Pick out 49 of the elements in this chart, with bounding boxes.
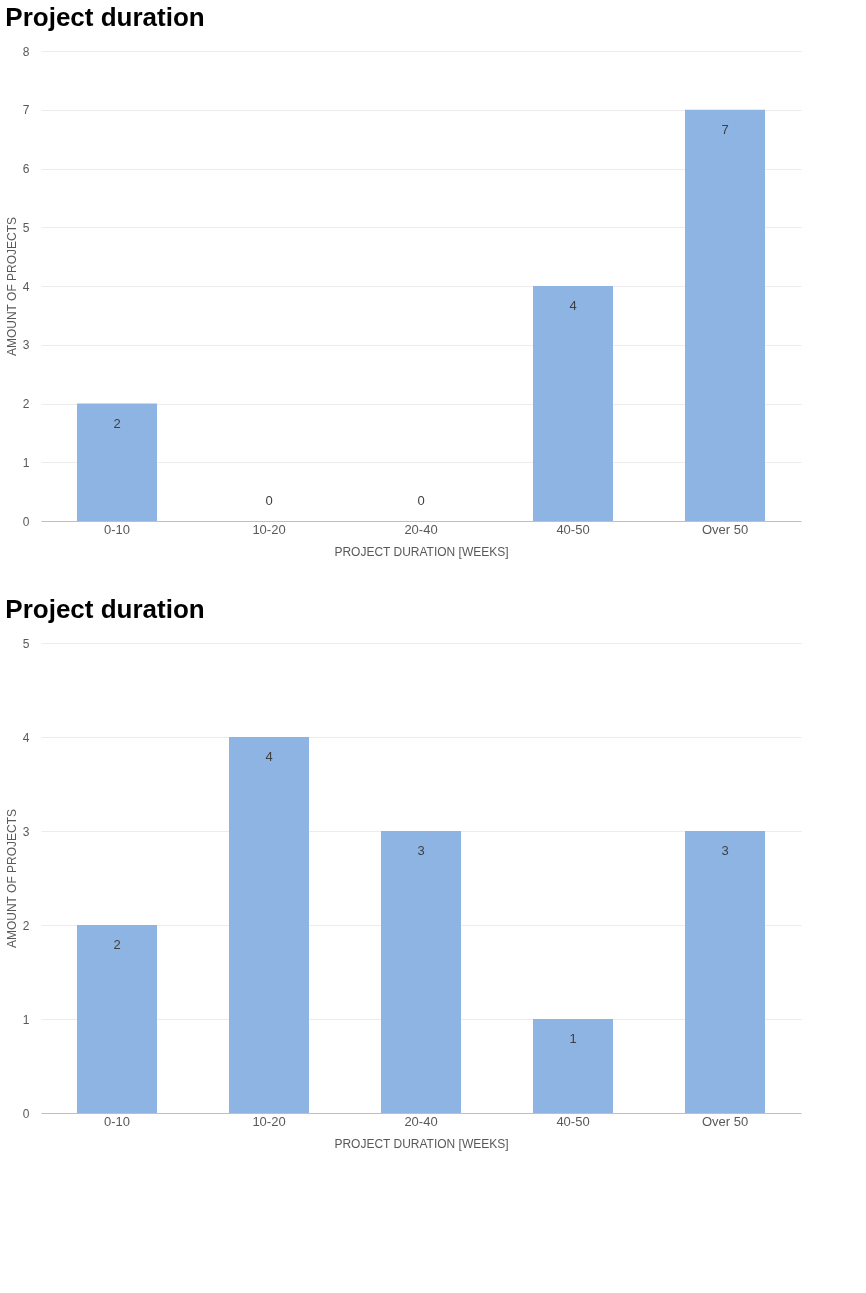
x-tick-label: 0-10	[103, 521, 131, 537]
bar	[685, 109, 765, 521]
y-tick-label: 6	[22, 162, 30, 176]
y-tick-label: 2	[22, 918, 30, 933]
data-label: 3	[721, 843, 729, 858]
bar	[533, 1019, 613, 1113]
y-tick-label: 7	[22, 103, 30, 118]
y-axis-title: AMOUNT OF PROJECTS	[4, 808, 19, 949]
x-tick-label: 20-40	[404, 1113, 438, 1129]
y-tick-label: 1	[22, 1012, 30, 1027]
y-tick-label: 2	[22, 397, 30, 411]
x-tick-label: Over 50	[701, 1113, 749, 1129]
x-axis-title: PROJECT DURATION [WEEKS]	[334, 1136, 509, 1151]
data-label: 0	[265, 493, 273, 508]
data-label: 1	[569, 1031, 577, 1046]
bar	[381, 831, 461, 1113]
data-label: 0	[417, 493, 425, 508]
x-tick-label: 40-50	[556, 1113, 590, 1129]
bar	[77, 403, 157, 521]
data-label: 2	[113, 415, 121, 431]
y-tick-label: 4	[22, 279, 30, 294]
chart-title: Project duration	[5, 2, 205, 32]
y-tick-label: 1	[22, 455, 30, 470]
y-tick-label: 0	[22, 514, 30, 529]
x-tick-label: 10-20	[252, 521, 286, 537]
y-tick-label: 4	[22, 730, 30, 745]
x-tick-label: 40-50	[556, 521, 590, 537]
x-tick-label: 20-40	[404, 521, 438, 537]
data-label: 4	[265, 749, 273, 764]
bar	[229, 737, 309, 1113]
x-tick-label: Over 50	[701, 521, 749, 537]
data-label: 2	[113, 937, 121, 952]
y-tick-label: 3	[22, 338, 30, 353]
y-tick-label: 8	[22, 44, 30, 59]
y-tick-label: 3	[22, 824, 30, 839]
y-tick-label: 0	[22, 1106, 30, 1121]
chart-title: Project duration	[5, 594, 205, 624]
x-tick-label: 10-20	[252, 1113, 286, 1129]
y-tick-label: 5	[22, 220, 30, 235]
x-axis-title: PROJECT DURATION [WEEKS]	[334, 544, 509, 559]
y-tick-label: 5	[22, 636, 30, 651]
bar	[685, 831, 765, 1113]
bar	[77, 925, 157, 1113]
data-label: 3	[417, 843, 425, 858]
bar	[533, 286, 613, 521]
y-axis-title: AMOUNT OF PROJECTS	[4, 216, 19, 357]
data-label: 4	[569, 298, 577, 313]
data-label: 7	[721, 121, 729, 137]
x-tick-label: 0-10	[103, 1113, 131, 1129]
